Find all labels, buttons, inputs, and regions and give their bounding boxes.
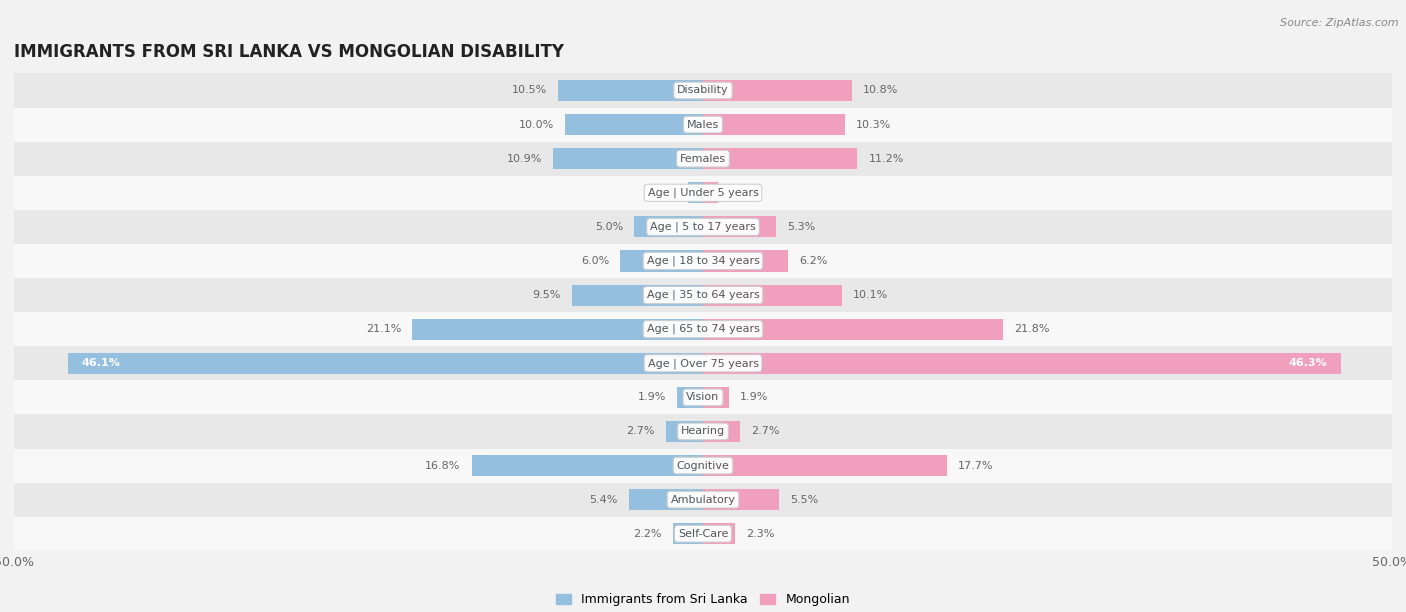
Bar	[703, 455, 946, 476]
Text: Age | 5 to 17 years: Age | 5 to 17 years	[650, 222, 756, 232]
Bar	[703, 182, 718, 203]
Bar	[703, 489, 779, 510]
Bar	[672, 523, 703, 544]
Bar	[558, 80, 703, 101]
Bar	[14, 141, 1392, 176]
Text: Hearing: Hearing	[681, 427, 725, 436]
Bar	[703, 353, 1341, 374]
Text: IMMIGRANTS FROM SRI LANKA VS MONGOLIAN DISABILITY: IMMIGRANTS FROM SRI LANKA VS MONGOLIAN D…	[14, 43, 564, 61]
Text: 2.7%: 2.7%	[751, 427, 780, 436]
Text: 21.8%: 21.8%	[1014, 324, 1050, 334]
Bar	[666, 421, 703, 442]
Bar	[703, 216, 776, 237]
Bar	[14, 312, 1392, 346]
Bar	[14, 483, 1392, 517]
Bar	[620, 250, 703, 272]
Bar	[703, 387, 730, 408]
Bar	[14, 244, 1392, 278]
Bar	[676, 387, 703, 408]
Text: Age | Under 5 years: Age | Under 5 years	[648, 187, 758, 198]
Bar	[14, 346, 1392, 380]
Text: 10.3%: 10.3%	[856, 119, 891, 130]
Text: 10.5%: 10.5%	[512, 86, 547, 95]
Text: 10.1%: 10.1%	[853, 290, 889, 300]
Bar	[634, 216, 703, 237]
Bar	[14, 278, 1392, 312]
Bar	[703, 319, 1004, 340]
Text: 16.8%: 16.8%	[425, 461, 461, 471]
Text: 6.2%: 6.2%	[800, 256, 828, 266]
Bar	[471, 455, 703, 476]
Text: 1.1%: 1.1%	[648, 188, 676, 198]
Bar	[14, 73, 1392, 108]
Text: 17.7%: 17.7%	[957, 461, 994, 471]
Text: Self-Care: Self-Care	[678, 529, 728, 539]
Bar	[628, 489, 703, 510]
Text: Vision: Vision	[686, 392, 720, 402]
Text: Cognitive: Cognitive	[676, 461, 730, 471]
Text: 9.5%: 9.5%	[533, 290, 561, 300]
Bar	[703, 114, 845, 135]
Text: 5.3%: 5.3%	[787, 222, 815, 232]
Text: 2.2%: 2.2%	[633, 529, 662, 539]
Bar	[703, 148, 858, 170]
Bar	[14, 210, 1392, 244]
Text: 6.0%: 6.0%	[581, 256, 609, 266]
Bar	[703, 285, 842, 305]
Legend: Immigrants from Sri Lanka, Mongolian: Immigrants from Sri Lanka, Mongolian	[551, 588, 855, 611]
Text: 1.9%: 1.9%	[740, 392, 769, 402]
Bar	[703, 421, 740, 442]
Bar	[572, 285, 703, 305]
Bar	[14, 108, 1392, 141]
Bar	[14, 414, 1392, 449]
Bar	[14, 176, 1392, 210]
Bar	[14, 380, 1392, 414]
Text: Age | 35 to 64 years: Age | 35 to 64 years	[647, 290, 759, 300]
Bar	[14, 517, 1392, 551]
Text: Age | 65 to 74 years: Age | 65 to 74 years	[647, 324, 759, 334]
Text: 10.0%: 10.0%	[519, 119, 554, 130]
Bar	[688, 182, 703, 203]
Bar	[703, 250, 789, 272]
Text: 2.3%: 2.3%	[745, 529, 775, 539]
Text: Males: Males	[688, 119, 718, 130]
Text: 5.0%: 5.0%	[595, 222, 623, 232]
Text: Disability: Disability	[678, 86, 728, 95]
Bar	[67, 353, 703, 374]
Bar	[703, 80, 852, 101]
Text: 5.5%: 5.5%	[790, 494, 818, 505]
Text: Age | 18 to 34 years: Age | 18 to 34 years	[647, 256, 759, 266]
Bar	[412, 319, 703, 340]
Text: 1.9%: 1.9%	[637, 392, 666, 402]
Text: 5.4%: 5.4%	[589, 494, 617, 505]
Text: Females: Females	[681, 154, 725, 163]
Text: Age | Over 75 years: Age | Over 75 years	[648, 358, 758, 368]
Text: Ambulatory: Ambulatory	[671, 494, 735, 505]
Text: 2.7%: 2.7%	[626, 427, 655, 436]
Text: 10.8%: 10.8%	[863, 86, 898, 95]
Bar	[553, 148, 703, 170]
Text: 1.1%: 1.1%	[730, 188, 758, 198]
Text: 11.2%: 11.2%	[869, 154, 904, 163]
Bar	[565, 114, 703, 135]
Text: 46.1%: 46.1%	[82, 358, 121, 368]
Text: 10.9%: 10.9%	[506, 154, 541, 163]
Text: 46.3%: 46.3%	[1288, 358, 1327, 368]
Text: 21.1%: 21.1%	[366, 324, 401, 334]
Bar	[703, 523, 735, 544]
Text: Source: ZipAtlas.com: Source: ZipAtlas.com	[1281, 18, 1399, 28]
Bar	[14, 449, 1392, 483]
